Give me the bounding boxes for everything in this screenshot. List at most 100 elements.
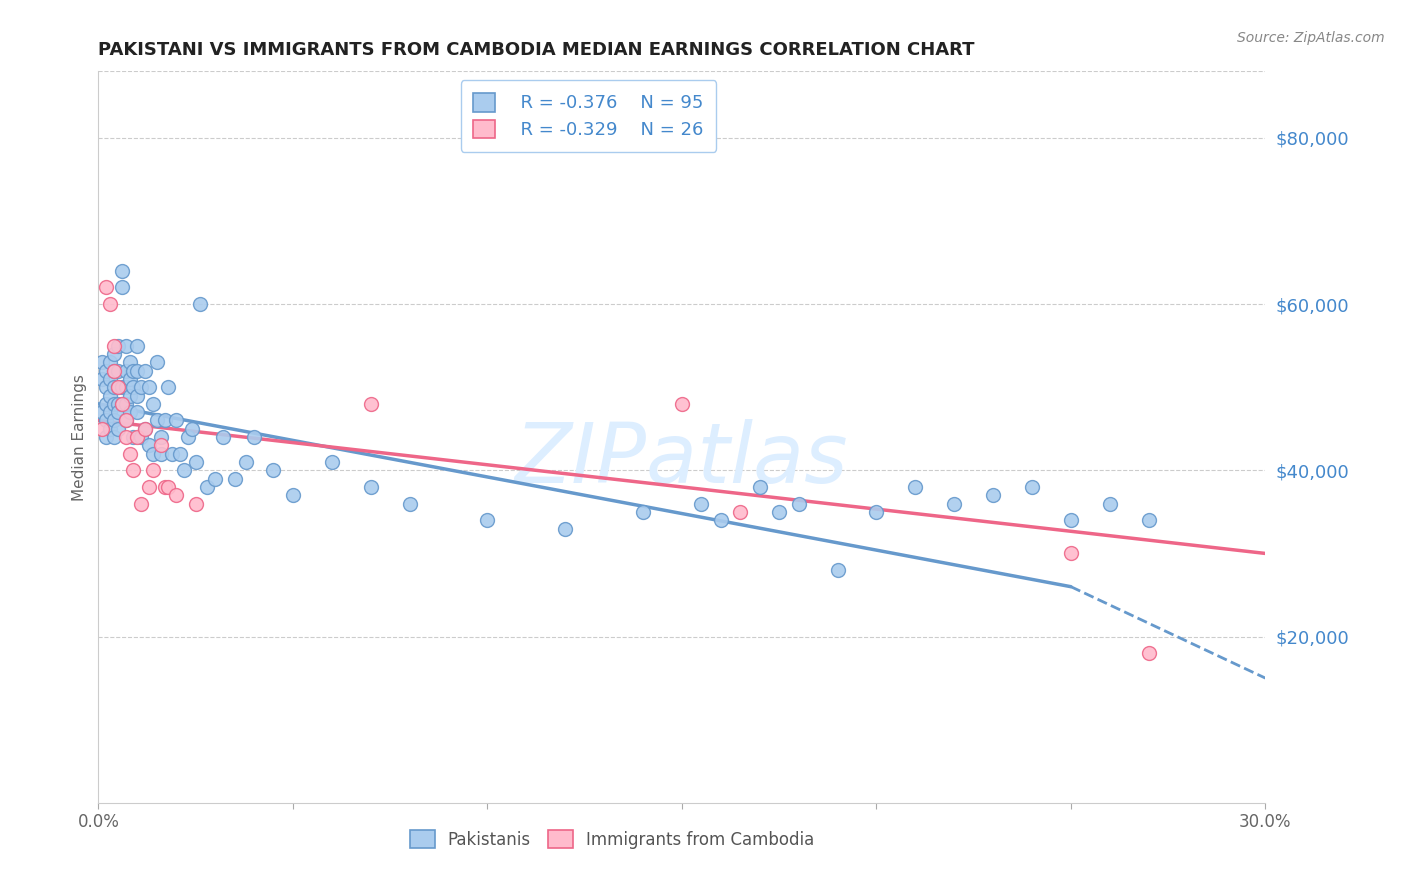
Point <box>118 355 141 369</box>
Point <box>1098 497 1121 511</box>
Point <box>107 422 129 436</box>
Point <box>111 397 134 411</box>
Point <box>111 264 134 278</box>
Point <box>91 355 114 369</box>
Point <box>224 472 246 486</box>
Point <box>107 380 129 394</box>
Point <box>321 455 343 469</box>
Point <box>153 480 176 494</box>
Point <box>103 430 125 444</box>
Point <box>787 497 810 511</box>
Point <box>98 297 121 311</box>
Point <box>177 430 200 444</box>
Point <box>262 463 284 477</box>
Point <box>138 380 160 394</box>
Point <box>138 438 160 452</box>
Point <box>1060 513 1083 527</box>
Point <box>103 347 125 361</box>
Point <box>690 497 713 511</box>
Point <box>142 463 165 477</box>
Point <box>114 380 136 394</box>
Point <box>142 397 165 411</box>
Point <box>98 355 121 369</box>
Point <box>360 480 382 494</box>
Point <box>748 480 770 494</box>
Point <box>98 422 121 436</box>
Point <box>96 430 118 444</box>
Point <box>149 447 172 461</box>
Point <box>103 363 125 377</box>
Point <box>114 397 136 411</box>
Point <box>1021 480 1043 494</box>
Point <box>98 405 121 419</box>
Point <box>1060 546 1083 560</box>
Point <box>904 480 927 494</box>
Point <box>243 430 266 444</box>
Y-axis label: Median Earnings: Median Earnings <box>72 374 87 500</box>
Legend: Pakistanis, Immigrants from Cambodia: Pakistanis, Immigrants from Cambodia <box>398 819 825 860</box>
Point <box>98 388 121 402</box>
Point <box>1137 513 1160 527</box>
Point <box>96 380 118 394</box>
Point <box>204 472 226 486</box>
Point <box>111 380 134 394</box>
Point <box>943 497 966 511</box>
Point <box>103 363 125 377</box>
Point <box>146 413 169 427</box>
Point <box>103 380 125 394</box>
Point <box>96 397 118 411</box>
Point <box>127 363 149 377</box>
Point <box>165 488 187 502</box>
Point <box>118 447 141 461</box>
Point <box>162 447 184 461</box>
Point <box>477 513 499 527</box>
Point <box>114 363 136 377</box>
Point <box>114 338 136 352</box>
Point <box>134 422 156 436</box>
Point <box>129 380 152 394</box>
Point <box>730 505 752 519</box>
Point <box>96 413 118 427</box>
Text: ZIPatlas: ZIPatlas <box>515 418 849 500</box>
Point <box>398 497 420 511</box>
Point <box>118 372 141 386</box>
Point <box>107 338 129 352</box>
Point <box>195 480 218 494</box>
Point <box>671 397 693 411</box>
Point <box>149 438 172 452</box>
Point <box>114 413 136 427</box>
Point <box>865 505 887 519</box>
Point <box>157 380 180 394</box>
Point <box>153 413 176 427</box>
Point <box>107 363 129 377</box>
Point <box>111 397 134 411</box>
Point <box>134 422 156 436</box>
Point <box>91 405 114 419</box>
Point <box>134 363 156 377</box>
Point <box>122 463 145 477</box>
Point <box>188 297 211 311</box>
Point <box>127 405 149 419</box>
Point <box>91 422 114 436</box>
Point <box>118 405 141 419</box>
Point <box>96 280 118 294</box>
Point <box>129 430 152 444</box>
Point <box>212 430 235 444</box>
Point <box>103 338 125 352</box>
Point <box>107 405 129 419</box>
Point <box>127 338 149 352</box>
Point <box>184 455 207 469</box>
Point <box>768 505 790 519</box>
Point <box>165 413 187 427</box>
Point <box>122 380 145 394</box>
Point <box>114 430 136 444</box>
Point <box>91 372 114 386</box>
Point <box>107 380 129 394</box>
Point <box>157 480 180 494</box>
Point <box>114 413 136 427</box>
Point <box>122 363 145 377</box>
Point <box>96 363 118 377</box>
Point <box>103 397 125 411</box>
Point <box>111 280 134 294</box>
Point <box>127 430 149 444</box>
